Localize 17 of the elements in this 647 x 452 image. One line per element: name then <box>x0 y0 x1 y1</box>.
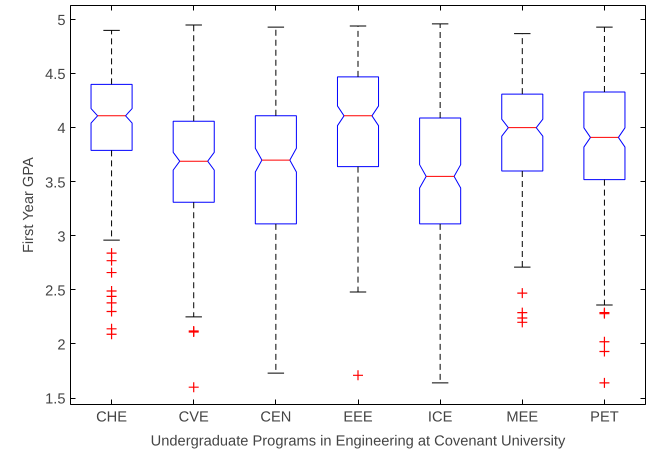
y-tick-label: 2.5 <box>45 283 66 300</box>
y-tick-label: 3.5 <box>45 175 66 192</box>
y-axis-title: First Year GPA <box>21 156 38 254</box>
y-tick-label: 4.5 <box>45 67 66 84</box>
x-tick-label: EEE <box>343 410 373 426</box>
y-tick-label: 3 <box>57 229 66 246</box>
y-tick-label: 1.5 <box>45 392 66 408</box>
x-tick-label: CEN <box>260 410 292 426</box>
x-axis-title: Undergraduate Programs in Engineering at Covenant University <box>150 434 566 450</box>
x-tick-label: CHE <box>96 410 128 426</box>
x-tick-label: CVE <box>178 410 210 426</box>
x-tick-label: PET <box>590 410 619 426</box>
y-tick-label: 4 <box>57 121 66 138</box>
y-tick-label: 2 <box>57 337 66 354</box>
x-tick-label: ICE <box>428 410 453 426</box>
y-tick-label: 5 <box>57 13 66 30</box>
x-tick-label: MEE <box>506 410 538 426</box>
